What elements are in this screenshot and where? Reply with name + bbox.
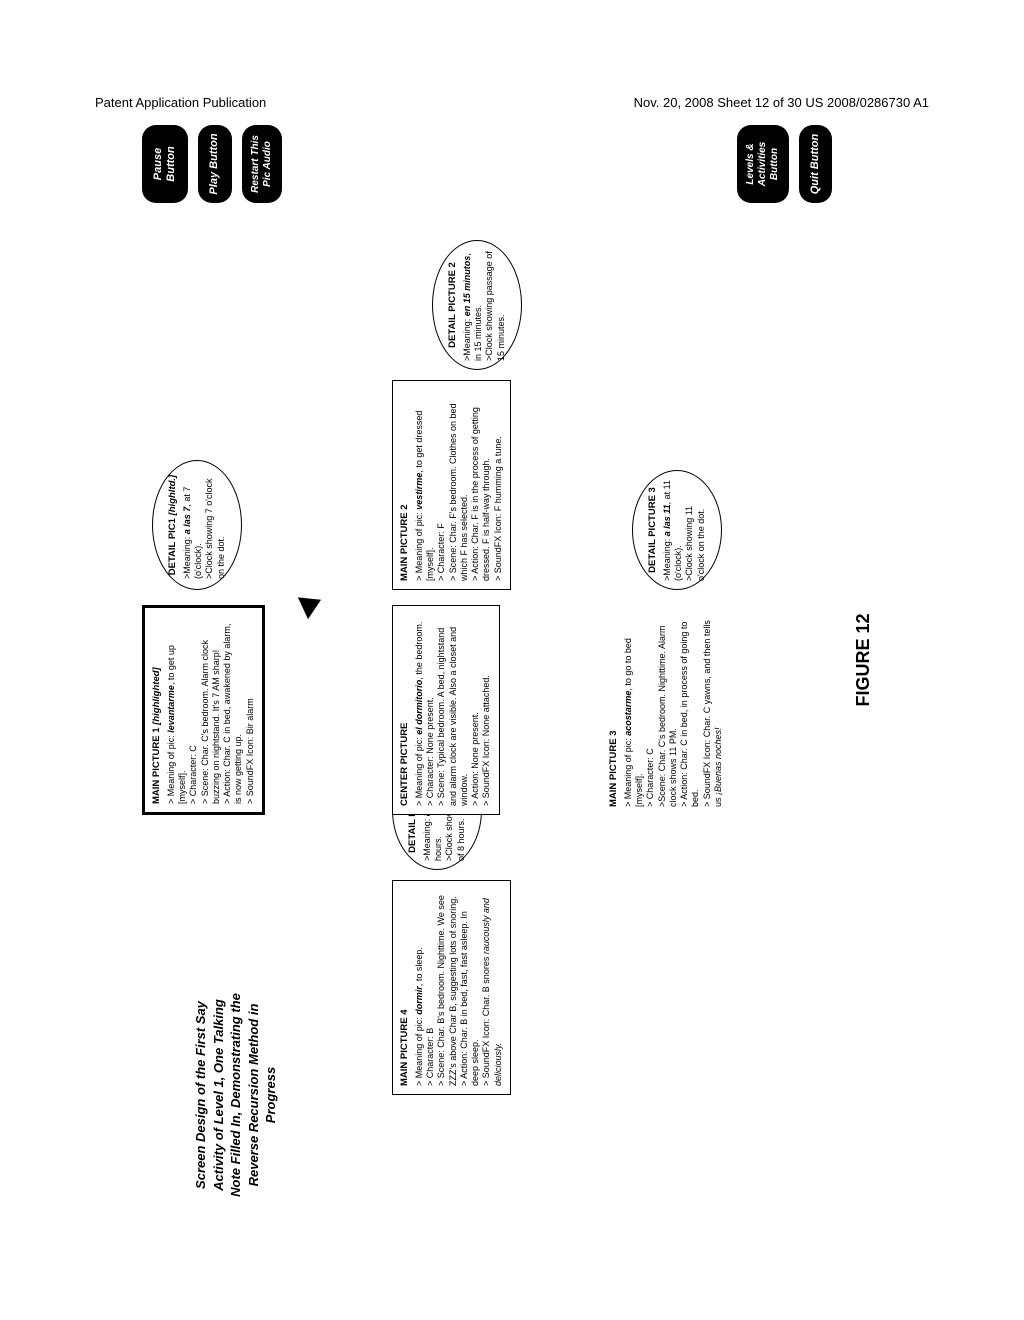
main4-line: > Meaning of pic: dormir, to sleep.: [414, 889, 425, 1086]
main1-line: > SoundFX Icon: Bir alarm: [245, 616, 256, 804]
main1-line: > Character: C: [188, 616, 199, 804]
main3-line: >Scene: Char. C's bedroom. Nighttime. Al…: [657, 613, 680, 807]
main2-line: > Character: F: [436, 389, 447, 581]
center-picture: CENTER PICTURE > Meaning of pic: el dorm…: [392, 605, 500, 815]
main4-line: > SoundFX Icon: Char. B snores raucously…: [481, 889, 504, 1086]
figure-label: FIGURE 12: [853, 613, 874, 706]
restart-button[interactable]: Restart This Pic Audio: [242, 125, 282, 203]
detail2-line: >Clock showing passage of 15 minutes.: [484, 249, 507, 361]
detail1-heading-text: DETAIL PIC1: [167, 518, 178, 575]
detail-picture-1: DETAIL PIC1 [highltd.] >Meaning: a las 7…: [152, 460, 242, 590]
detail2-heading: DETAIL PICTURE 2: [447, 249, 459, 361]
detail3-line: >Clock showing 11 o'clock on the dot.: [684, 479, 707, 581]
top-buttons: Pause Button Play Button Restart This Pi…: [142, 125, 282, 203]
center-heading: CENTER PICTURE: [399, 614, 411, 806]
main3-line: > Action: Char. C in bed, in process of …: [679, 613, 702, 807]
detail1-line: >Meaning: a las 7, at 7 (o'clock).: [182, 471, 205, 579]
bottom-buttons: Levels & Activities Button Quit Button: [737, 125, 832, 203]
title-line: Reverse Recursion Method: [246, 1019, 261, 1187]
main1-heading-note: [highlighted]: [151, 667, 162, 725]
main4-line: > Action: Char. B in bed, fast, fast asl…: [459, 889, 482, 1086]
figure-canvas: Screen Design of the First Say Activity …: [132, 110, 892, 1210]
title-line: Screen Design of the: [193, 1060, 208, 1189]
quit-button[interactable]: Quit Button: [799, 125, 832, 203]
main1-line: > Action: Char. C in bed, awakened by al…: [222, 616, 245, 804]
detail-picture-2: DETAIL PICTURE 2 >Meaning: en 15 minutos…: [432, 240, 522, 370]
main1-line: > Scene: Char. C's bedroom. Alarm clock …: [200, 616, 223, 804]
main-picture-1: MAIN PICTURE 1 [highlighted] > Meaning o…: [142, 605, 265, 815]
main3-line: > Character: C: [645, 613, 656, 807]
center-line: > Scene: Typical bedroom. A bed, nightst…: [436, 614, 470, 806]
detail1-heading: DETAIL PIC1 [highltd.]: [167, 471, 179, 579]
center-line: > Character: None present.: [425, 614, 436, 806]
main3-heading: MAIN PICTURE 3: [608, 613, 620, 807]
highlight-arrow-icon: [298, 589, 326, 619]
main2-line: > Meaning of pic: vestirme, to get dress…: [414, 389, 437, 581]
center-line: > Meaning of pic: el dormitorio, the bed…: [414, 614, 425, 806]
detail3-heading: DETAIL PICTURE 3: [647, 479, 659, 581]
main2-line: > Scene: Char. F's bedroom. Clothes on b…: [448, 389, 471, 581]
detail1-heading-note: [highltd.]: [167, 475, 178, 516]
main4-line: > Scene: Char. B's bedroom. Nighttime. W…: [436, 889, 459, 1086]
pause-button[interactable]: Pause Button: [142, 125, 188, 203]
detail2-line: >Meaning: en 15 minutos, in 15 minutes.: [462, 249, 485, 361]
main-picture-4: MAIN PICTURE 4 > Meaning of pic: dormir,…: [392, 880, 511, 1095]
main1-line: > Meaning of pic: levantarme, to get up …: [166, 616, 189, 804]
play-button[interactable]: Play Button: [198, 125, 231, 203]
main4-heading: MAIN PICTURE 4: [399, 889, 411, 1086]
levels-activities-button[interactable]: Levels & Activities Button: [737, 125, 789, 203]
header-left: Patent Application Publication: [95, 95, 266, 110]
main2-line: > Action: Char. F is in the process of g…: [470, 389, 493, 581]
main3-line: > SoundFX Icon: Char. C yawns, and then …: [702, 613, 725, 807]
main4-line: > Character: B: [425, 889, 436, 1086]
main3-line: > Meaning of pic: acostarme, to go to be…: [623, 613, 646, 807]
header-right: Nov. 20, 2008 Sheet 12 of 30 US 2008/028…: [634, 95, 929, 110]
title-line: Demonstrating the: [228, 993, 243, 1108]
main2-heading: MAIN PICTURE 2: [399, 389, 411, 581]
center-line: > SoundFX Icon: None attached.: [481, 614, 492, 806]
main-picture-2: MAIN PICTURE 2 > Meaning of pic: vestirm…: [392, 380, 511, 590]
main1-heading: MAIN PICTURE 1 [highlighted]: [151, 616, 163, 804]
center-line: > Action: None present.: [470, 614, 481, 806]
main1-heading-text: MAIN PICTURE 1: [151, 727, 162, 804]
title-block: Screen Design of the First Say Activity …: [192, 990, 280, 1200]
main-picture-3: MAIN PICTURE 3 > Meaning of pic: acostar…: [602, 605, 730, 815]
detail-picture-3: DETAIL PICTURE 3 >Meaning: a las 11, at …: [632, 470, 722, 590]
detail1-line: >Clock showing 7 o'clock on the dot.: [204, 471, 227, 579]
main2-line: > SoundFX Icon: F humming a tune.: [493, 389, 504, 581]
title-line: of Level 1,: [211, 1077, 226, 1141]
detail3-line: >Meaning: a las 11, at 11 (o'clock).: [662, 479, 685, 581]
